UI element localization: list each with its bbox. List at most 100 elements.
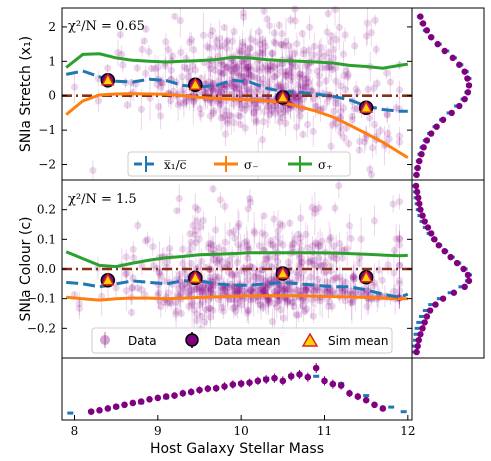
data-point <box>311 205 319 214</box>
data-point <box>173 207 181 215</box>
mass-data-point <box>112 403 120 410</box>
data-point <box>104 64 112 72</box>
data-point <box>260 7 268 15</box>
data-point <box>232 307 240 315</box>
data-point <box>207 285 215 293</box>
data-point <box>176 270 184 278</box>
data-point <box>311 103 320 111</box>
data-point <box>164 45 172 54</box>
data-point <box>283 283 291 292</box>
stretch-panel: −2 −1 0 1 2 χ²/N = 0.65 SNIa Stretch (x₁) x̅… <box>18 5 413 181</box>
data-point <box>302 286 310 294</box>
data-point <box>239 9 248 17</box>
side-model-mark <box>422 309 429 313</box>
data-point <box>216 196 224 204</box>
data-point <box>291 17 299 25</box>
mass-data-point <box>271 374 278 382</box>
data-point <box>197 285 206 293</box>
data-point <box>372 45 380 54</box>
data-point <box>276 220 284 228</box>
data-point <box>201 318 209 326</box>
mass-histogram-marks <box>67 362 407 416</box>
data-point <box>207 87 215 96</box>
data-point <box>259 50 267 58</box>
data-point <box>395 235 404 243</box>
data-point <box>262 283 270 291</box>
data-point <box>351 274 359 283</box>
mass-data-point <box>287 372 295 380</box>
data-point <box>270 299 279 308</box>
data-point <box>316 297 324 305</box>
data-point <box>231 65 239 73</box>
data-point <box>310 42 318 51</box>
data-point <box>294 92 303 100</box>
data-point <box>266 110 274 118</box>
mass-data-point <box>121 401 128 409</box>
data-point <box>258 45 267 54</box>
data-point <box>311 261 319 269</box>
data-point <box>309 288 318 296</box>
data-point <box>193 317 201 325</box>
data-point <box>174 101 182 109</box>
colour-yticks: −0.2 −0.1 0.0 0.1 0.2 <box>27 203 412 335</box>
data-point <box>320 269 328 277</box>
data-point <box>244 254 252 262</box>
data-point <box>265 78 274 86</box>
data-point <box>302 62 310 70</box>
mass-data-point <box>104 405 112 412</box>
stretch-chi2-label: χ²/N = 0.65 <box>68 19 145 34</box>
data-point <box>339 287 347 295</box>
data-point <box>283 71 291 79</box>
data-point <box>279 314 288 322</box>
data-point <box>216 99 224 107</box>
data-point <box>244 66 252 74</box>
mass-data-point <box>371 401 378 409</box>
data-point <box>364 85 372 93</box>
data-point <box>274 81 283 89</box>
data-point <box>274 106 283 115</box>
data-point <box>318 63 326 72</box>
data-point <box>192 265 200 273</box>
data-point <box>219 70 227 78</box>
data-point <box>205 44 213 52</box>
data-point <box>252 273 260 281</box>
data-point <box>295 73 304 82</box>
data-point <box>298 75 307 83</box>
data-point <box>342 67 350 75</box>
data-point <box>363 19 371 27</box>
data-point <box>255 28 263 36</box>
data-point <box>212 37 220 45</box>
data-point <box>206 288 214 297</box>
data-point <box>232 80 240 89</box>
data-point <box>128 284 136 292</box>
data-point <box>324 302 333 311</box>
legend-data-mean-label: Data mean <box>214 334 281 348</box>
data-point <box>256 301 264 309</box>
data-point <box>233 63 241 71</box>
data-point <box>116 31 124 39</box>
data-point <box>199 287 207 295</box>
data-point <box>329 276 337 284</box>
data-point <box>339 104 348 112</box>
data-point <box>268 107 276 116</box>
side-data-point <box>456 61 463 68</box>
data-point <box>181 270 189 278</box>
data-point <box>220 23 229 32</box>
data-point <box>343 245 351 253</box>
data-point <box>271 244 279 252</box>
data-point <box>223 82 231 91</box>
data-point <box>330 242 338 250</box>
data-point <box>331 274 339 282</box>
sigma-minus-line <box>66 294 408 302</box>
data-point <box>226 229 234 237</box>
data-point <box>288 244 296 252</box>
data-point <box>243 84 251 92</box>
data-point <box>297 258 306 266</box>
data-point <box>252 116 260 124</box>
data-point <box>316 242 324 250</box>
data-point <box>327 142 335 150</box>
data-point <box>303 120 312 129</box>
data-point <box>278 83 286 91</box>
data-point <box>268 318 277 326</box>
data-point <box>179 259 187 267</box>
